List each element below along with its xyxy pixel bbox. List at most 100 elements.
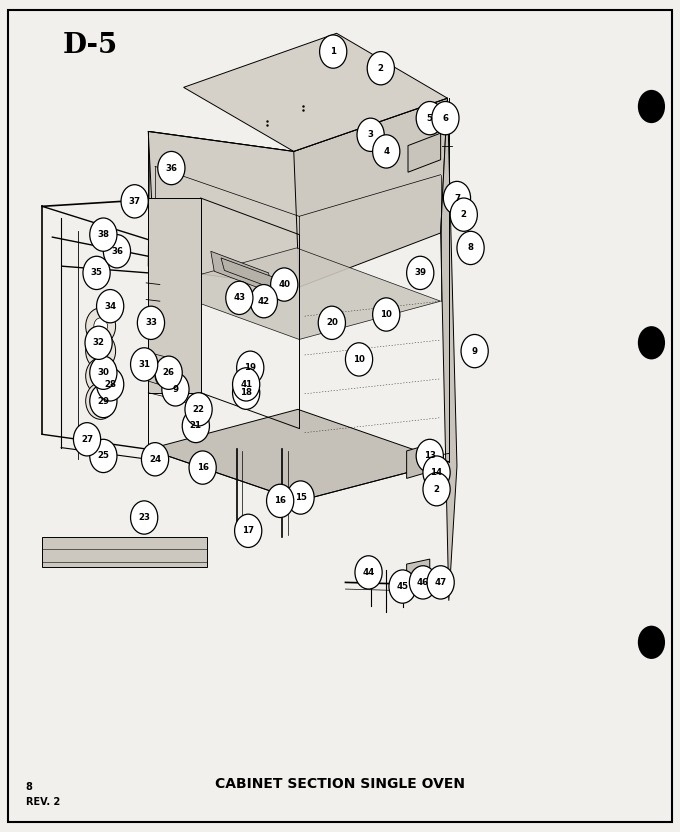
Circle shape	[90, 356, 117, 389]
Circle shape	[185, 393, 212, 426]
Text: 21: 21	[190, 422, 202, 430]
Text: 36: 36	[111, 247, 123, 255]
Polygon shape	[148, 131, 299, 287]
Text: 15: 15	[294, 493, 307, 502]
Text: 30: 30	[97, 369, 109, 377]
Circle shape	[271, 268, 298, 301]
Text: 40: 40	[278, 280, 290, 289]
Circle shape	[85, 326, 112, 359]
Circle shape	[427, 566, 454, 599]
Polygon shape	[184, 33, 447, 151]
Circle shape	[267, 484, 294, 518]
Text: 26: 26	[163, 369, 175, 377]
Text: 14: 14	[430, 468, 443, 477]
Text: 39: 39	[414, 269, 426, 277]
Text: 25: 25	[97, 452, 109, 460]
Polygon shape	[155, 248, 441, 339]
Text: 10: 10	[380, 310, 392, 319]
Text: 5: 5	[427, 114, 432, 122]
Circle shape	[162, 373, 189, 406]
Text: 2: 2	[434, 485, 439, 493]
Text: 8: 8	[468, 244, 473, 252]
Text: 2: 2	[378, 64, 384, 72]
Circle shape	[320, 35, 347, 68]
Circle shape	[94, 343, 107, 359]
Text: 33: 33	[145, 319, 157, 327]
Circle shape	[141, 443, 169, 476]
Circle shape	[86, 333, 116, 369]
Circle shape	[423, 456, 450, 489]
Text: 2: 2	[461, 210, 466, 219]
Circle shape	[86, 308, 116, 344]
Text: 46: 46	[417, 578, 429, 587]
Circle shape	[97, 368, 124, 401]
Circle shape	[235, 514, 262, 547]
Polygon shape	[148, 409, 449, 501]
Circle shape	[355, 556, 382, 589]
Circle shape	[432, 102, 459, 135]
Text: 4: 4	[383, 147, 390, 156]
Circle shape	[367, 52, 394, 85]
Circle shape	[97, 290, 124, 323]
Text: D-5: D-5	[63, 32, 118, 58]
Text: 32: 32	[92, 339, 105, 347]
Circle shape	[155, 356, 182, 389]
Text: 47: 47	[435, 578, 447, 587]
Polygon shape	[407, 559, 430, 581]
Circle shape	[103, 235, 131, 268]
Text: 44: 44	[362, 568, 375, 577]
Circle shape	[407, 256, 434, 290]
Circle shape	[450, 198, 477, 231]
Polygon shape	[148, 198, 201, 393]
Circle shape	[287, 481, 314, 514]
Circle shape	[189, 451, 216, 484]
Text: 36: 36	[165, 164, 177, 172]
Circle shape	[638, 626, 665, 659]
Text: 16: 16	[274, 497, 286, 505]
Text: 16: 16	[197, 463, 209, 472]
Polygon shape	[42, 537, 207, 567]
Text: 29: 29	[97, 397, 109, 405]
Circle shape	[86, 383, 116, 419]
Circle shape	[131, 501, 158, 534]
Text: 41: 41	[240, 380, 252, 389]
Text: 18: 18	[240, 389, 252, 397]
Circle shape	[416, 102, 443, 135]
Circle shape	[83, 256, 110, 290]
Circle shape	[250, 285, 277, 318]
Text: 22: 22	[192, 405, 205, 414]
Circle shape	[94, 393, 107, 409]
Polygon shape	[407, 443, 435, 478]
Circle shape	[423, 473, 450, 506]
Text: 7: 7	[454, 194, 460, 202]
Text: 9: 9	[173, 385, 178, 394]
Circle shape	[373, 135, 400, 168]
Text: 37: 37	[129, 197, 141, 206]
Circle shape	[345, 343, 373, 376]
Text: 28: 28	[104, 380, 116, 389]
Circle shape	[461, 334, 488, 368]
Text: 42: 42	[258, 297, 270, 305]
Circle shape	[409, 566, 437, 599]
Circle shape	[137, 306, 165, 339]
Circle shape	[443, 181, 471, 215]
Circle shape	[73, 423, 101, 456]
Text: 34: 34	[104, 302, 116, 310]
Polygon shape	[408, 133, 441, 172]
Polygon shape	[148, 98, 447, 287]
Circle shape	[155, 366, 171, 386]
Circle shape	[121, 185, 148, 218]
Text: 13: 13	[424, 452, 436, 460]
Circle shape	[357, 118, 384, 151]
Circle shape	[94, 368, 107, 384]
Text: 20: 20	[326, 319, 338, 327]
Text: 23: 23	[138, 513, 150, 522]
Text: 38: 38	[97, 230, 109, 239]
Text: 9: 9	[472, 347, 477, 355]
Circle shape	[318, 306, 345, 339]
Text: 27: 27	[81, 435, 93, 443]
Text: 31: 31	[138, 360, 150, 369]
Text: 10: 10	[353, 355, 365, 364]
Text: 45: 45	[396, 582, 409, 591]
Text: 8: 8	[26, 782, 33, 792]
